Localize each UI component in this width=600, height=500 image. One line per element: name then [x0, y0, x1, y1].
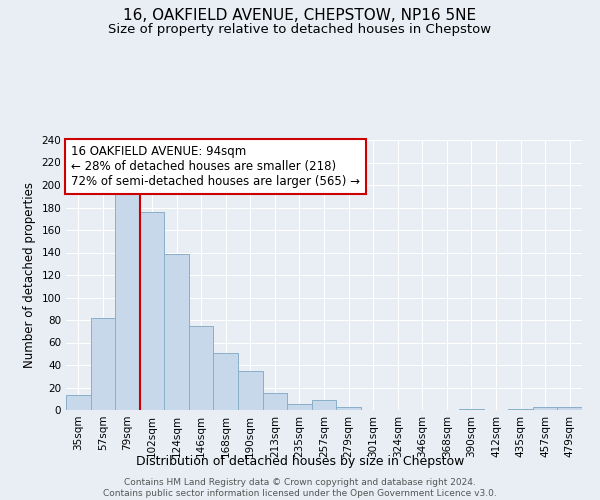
Bar	[336, 406, 361, 410]
Bar	[533, 406, 557, 410]
Bar	[287, 404, 312, 410]
Bar	[164, 254, 189, 410]
Bar	[115, 193, 140, 410]
Bar	[312, 400, 336, 410]
Bar	[214, 352, 238, 410]
Text: 16, OAKFIELD AVENUE, CHEPSTOW, NP16 5NE: 16, OAKFIELD AVENUE, CHEPSTOW, NP16 5NE	[124, 8, 476, 22]
Text: 16 OAKFIELD AVENUE: 94sqm
← 28% of detached houses are smaller (218)
72% of semi: 16 OAKFIELD AVENUE: 94sqm ← 28% of detac…	[71, 146, 360, 188]
Bar	[263, 393, 287, 410]
Bar	[66, 396, 91, 410]
Bar	[140, 212, 164, 410]
Text: Size of property relative to detached houses in Chepstow: Size of property relative to detached ho…	[109, 22, 491, 36]
Bar	[91, 318, 115, 410]
Bar	[189, 326, 214, 410]
Text: Contains HM Land Registry data © Crown copyright and database right 2024.
Contai: Contains HM Land Registry data © Crown c…	[103, 478, 497, 498]
Y-axis label: Number of detached properties: Number of detached properties	[23, 182, 36, 368]
Bar	[238, 370, 263, 410]
Bar	[557, 406, 582, 410]
Bar	[508, 409, 533, 410]
Text: Distribution of detached houses by size in Chepstow: Distribution of detached houses by size …	[136, 455, 464, 468]
Bar	[459, 409, 484, 410]
